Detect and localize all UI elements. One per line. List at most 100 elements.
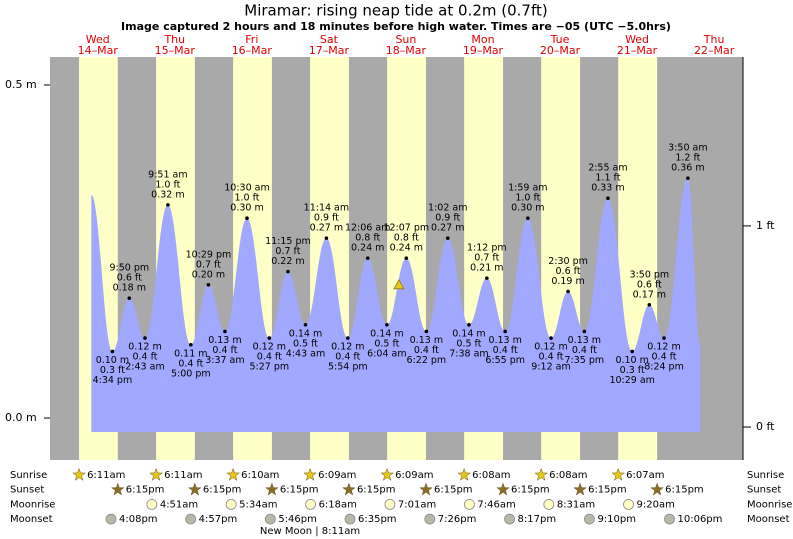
extreme-label: 0.7 ft	[275, 246, 300, 257]
extreme-point	[143, 336, 147, 340]
extreme-point	[606, 196, 610, 201]
extreme-label: 6:04 am	[367, 348, 406, 359]
date-label: 22–Mar	[694, 44, 735, 57]
extreme-point	[346, 336, 350, 340]
event-icon	[611, 467, 626, 481]
day-label: Fri	[245, 33, 258, 46]
event-icon	[342, 482, 356, 496]
event-time: 6:15pm	[588, 485, 627, 496]
y-tick-label: 0.5 m	[5, 78, 37, 91]
extreme-label: 0.7 ft	[474, 253, 499, 264]
day-label: Tue	[550, 33, 570, 46]
event-icon	[187, 482, 202, 496]
event-time: 5:34am	[239, 499, 277, 510]
extreme-point	[404, 256, 409, 260]
extreme-label: 1.0 ft	[515, 193, 540, 204]
event-icon	[225, 498, 237, 510]
extreme-label: 12:06 am	[345, 223, 390, 234]
extreme-label: 0.6 ft	[117, 273, 142, 284]
event-row-label: Sunset	[747, 485, 781, 496]
extreme-point	[223, 329, 227, 334]
event-time: 6:08am	[472, 470, 510, 481]
extreme-label: 6:22 pm	[407, 355, 447, 366]
event-time: 6:09am	[318, 470, 356, 481]
extreme-label: 0.27 m	[310, 223, 343, 234]
extreme-label: 0.3 ft	[620, 365, 645, 376]
event-time: 5:46pm	[278, 514, 317, 525]
extreme-point	[189, 342, 193, 347]
extreme-label: 4:34 pm	[93, 375, 133, 386]
event-icon	[305, 498, 316, 510]
day-label: Thu	[703, 33, 725, 46]
extreme-point	[267, 336, 272, 340]
extreme-label: 0.10 m	[615, 355, 648, 366]
extreme-point	[303, 322, 308, 327]
event-time: 6:15pm	[280, 485, 319, 496]
event-icon	[650, 482, 665, 496]
extreme-label: 0.6 ft	[637, 279, 662, 290]
extreme-label: 0.32 m	[151, 189, 184, 200]
extreme-point	[245, 216, 249, 220]
event-icon	[226, 467, 241, 481]
y-tick-label: 0.0 m	[5, 411, 37, 424]
event-row-label: Moonrise	[747, 499, 792, 510]
event-time: 8:31am	[557, 499, 595, 510]
extreme-label: 0.24 m	[351, 243, 384, 254]
day-label: Wed	[625, 33, 649, 46]
event-time: 6:15pm	[357, 485, 396, 496]
date-label: 21–Mar	[617, 44, 658, 57]
event-time: 6:18am	[319, 499, 357, 510]
extreme-label: 0.3 ft	[100, 365, 125, 376]
extreme-label: 0.11 m	[174, 348, 207, 359]
extreme-label: 2:55 am	[588, 163, 627, 174]
event-icon	[264, 513, 276, 525]
day-label: Sat	[320, 33, 339, 46]
extreme-point	[286, 269, 290, 274]
extreme-label: 1.0 ft	[155, 179, 180, 190]
extreme-label: 1:02 am	[428, 203, 467, 214]
extreme-label: 0.4 ft	[178, 358, 203, 369]
extreme-label: 0.14 m	[289, 328, 322, 339]
tide-area	[91, 178, 701, 432]
extreme-label: 0.33 m	[591, 183, 624, 194]
event-time: 9:20am	[637, 499, 675, 510]
extreme-label: 0.27 m	[431, 223, 464, 234]
extreme-label: 0.4 ft	[212, 345, 237, 356]
event-icon	[303, 467, 318, 481]
event-time: 7:01am	[398, 499, 436, 510]
extreme-point	[385, 322, 389, 327]
y2-tick-label: 0 ft	[756, 420, 775, 433]
extreme-label: 0.10 m	[96, 355, 129, 366]
event-time: 4:57pm	[199, 514, 238, 525]
moon-phase: New Moon | 8:11am	[260, 526, 360, 537]
event-time: 4:51am	[160, 499, 198, 510]
extreme-point	[127, 296, 132, 300]
extreme-point	[566, 289, 570, 294]
event-icon	[534, 467, 549, 481]
extreme-label: 0.6 ft	[556, 266, 581, 277]
event-icon	[457, 467, 472, 481]
extreme-point	[485, 276, 489, 280]
extreme-label: 10:30 am	[224, 183, 269, 194]
extreme-label: 0.30 m	[511, 203, 544, 214]
event-time: 6:08am	[549, 470, 587, 481]
extreme-label: 11:15 pm	[265, 236, 311, 247]
day-label: Wed	[86, 33, 110, 46]
extreme-label: 0.12 m	[253, 342, 286, 353]
extreme-label: 12:07 pm	[383, 223, 429, 234]
extreme-point	[662, 336, 666, 340]
extreme-label: 0.5 ft	[374, 338, 399, 349]
event-time: 6:15pm	[665, 485, 704, 496]
extreme-label: 0.4 ft	[132, 352, 157, 363]
extreme-label: 2:30 pm	[548, 256, 588, 267]
y2-tick-label: 1 ft	[756, 219, 775, 232]
event-time: 4:08pm	[119, 514, 158, 525]
event-time: 10:06pm	[677, 514, 722, 525]
event-icon	[584, 513, 595, 525]
extreme-label: 1.1 ft	[595, 173, 620, 184]
date-label: 19–Mar	[463, 44, 504, 57]
extreme-label: 0.5 ft	[456, 338, 481, 349]
extreme-label: 1.0 ft	[234, 193, 259, 204]
extreme-label: 10:29 am	[609, 375, 654, 386]
extreme-label: 6:55 pm	[485, 355, 525, 366]
